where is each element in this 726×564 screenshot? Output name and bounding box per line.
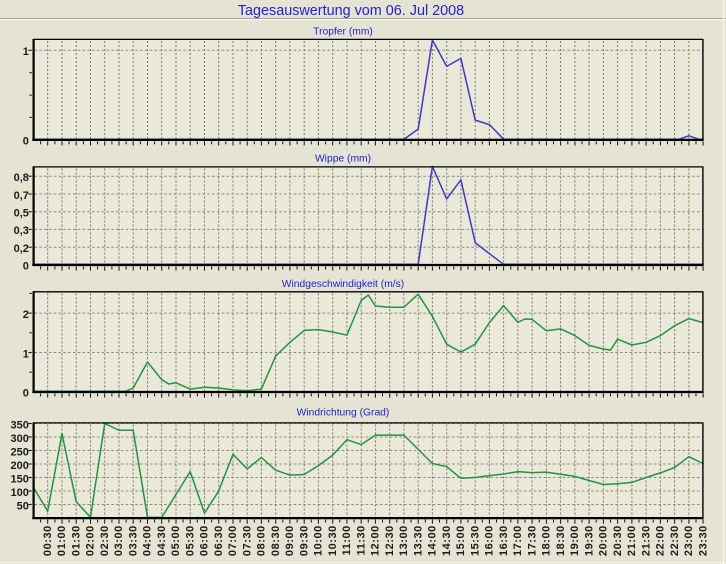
svg-text:18:00: 18:00	[541, 525, 553, 556]
svg-text:00:30: 00:30	[42, 525, 54, 556]
svg-text:23:30: 23:30	[697, 525, 709, 556]
svg-text:13:30: 13:30	[412, 525, 424, 556]
svg-text:1: 1	[23, 348, 29, 360]
svg-text:01:00: 01:00	[56, 525, 68, 556]
svg-text:Tagesauswertung vom 06. Jul 20: Tagesauswertung vom 06. Jul 2008	[238, 3, 464, 19]
svg-text:05:00: 05:00	[170, 525, 182, 556]
svg-text:250: 250	[11, 446, 29, 458]
svg-text:07:30: 07:30	[241, 525, 253, 556]
svg-text:0: 0	[23, 388, 29, 400]
svg-text:04:00: 04:00	[142, 525, 154, 556]
svg-text:03:00: 03:00	[113, 525, 125, 556]
svg-text:350: 350	[11, 419, 29, 431]
svg-text:13:00: 13:00	[398, 525, 410, 556]
svg-text:12:00: 12:00	[370, 525, 382, 556]
svg-text:0,8: 0,8	[14, 172, 29, 184]
svg-text:02:30: 02:30	[99, 525, 111, 556]
svg-text:0,7: 0,7	[14, 190, 29, 202]
svg-text:21:30: 21:30	[640, 525, 652, 556]
svg-text:16:30: 16:30	[498, 525, 510, 556]
svg-text:08:30: 08:30	[270, 525, 282, 556]
svg-text:14:30: 14:30	[441, 525, 453, 556]
svg-text:07:00: 07:00	[227, 525, 239, 556]
svg-text:01:30: 01:30	[70, 525, 82, 556]
svg-text:06:00: 06:00	[199, 525, 211, 556]
svg-text:23:00: 23:00	[683, 525, 695, 556]
svg-text:04:30: 04:30	[156, 525, 168, 556]
svg-text:150: 150	[11, 473, 29, 485]
svg-text:Tropfer (mm): Tropfer (mm)	[313, 27, 373, 38]
svg-text:18:30: 18:30	[555, 525, 567, 556]
svg-text:Wippe (mm): Wippe (mm)	[315, 154, 371, 165]
svg-text:Windrichtung (Grad): Windrichtung (Grad)	[297, 407, 390, 418]
svg-text:11:00: 11:00	[341, 525, 353, 555]
svg-text:09:30: 09:30	[298, 525, 310, 556]
svg-text:0,2: 0,2	[14, 243, 29, 255]
svg-text:0,3: 0,3	[14, 225, 29, 237]
svg-text:19:30: 19:30	[583, 525, 595, 556]
svg-text:10:00: 10:00	[313, 525, 325, 556]
svg-text:2: 2	[23, 309, 29, 321]
svg-text:100: 100	[11, 487, 29, 499]
svg-text:Windgeschwindigkeit (m/s): Windgeschwindigkeit (m/s)	[282, 279, 404, 290]
svg-text:22:30: 22:30	[669, 525, 681, 556]
svg-text:21:00: 21:00	[626, 525, 638, 556]
svg-text:15:30: 15:30	[469, 525, 481, 556]
svg-text:17:00: 17:00	[512, 525, 524, 556]
svg-text:15:00: 15:00	[455, 525, 467, 556]
svg-text:11:30: 11:30	[355, 525, 367, 555]
svg-text:200: 200	[11, 460, 29, 472]
svg-text:08:00: 08:00	[256, 525, 268, 556]
svg-text:16:00: 16:00	[484, 525, 496, 556]
svg-text:20:00: 20:00	[598, 525, 610, 556]
svg-text:20:30: 20:30	[612, 525, 624, 556]
svg-text:17:30: 17:30	[526, 525, 538, 556]
svg-text:14:00: 14:00	[427, 525, 439, 556]
svg-text:1: 1	[23, 46, 29, 58]
svg-text:06:30: 06:30	[213, 525, 225, 556]
svg-text:02:00: 02:00	[85, 525, 97, 556]
svg-text:300: 300	[11, 433, 29, 445]
svg-text:10:30: 10:30	[327, 525, 339, 556]
svg-text:05:30: 05:30	[184, 525, 196, 556]
svg-text:50: 50	[17, 500, 29, 512]
svg-text:19:00: 19:00	[569, 525, 581, 556]
svg-text:0,5: 0,5	[14, 208, 29, 220]
svg-text:22:00: 22:00	[655, 525, 667, 556]
svg-text:0: 0	[23, 136, 29, 148]
svg-text:0: 0	[23, 261, 29, 273]
svg-text:12:30: 12:30	[384, 525, 396, 556]
svg-text:03:30: 03:30	[127, 525, 139, 556]
svg-text:09:00: 09:00	[284, 525, 296, 556]
